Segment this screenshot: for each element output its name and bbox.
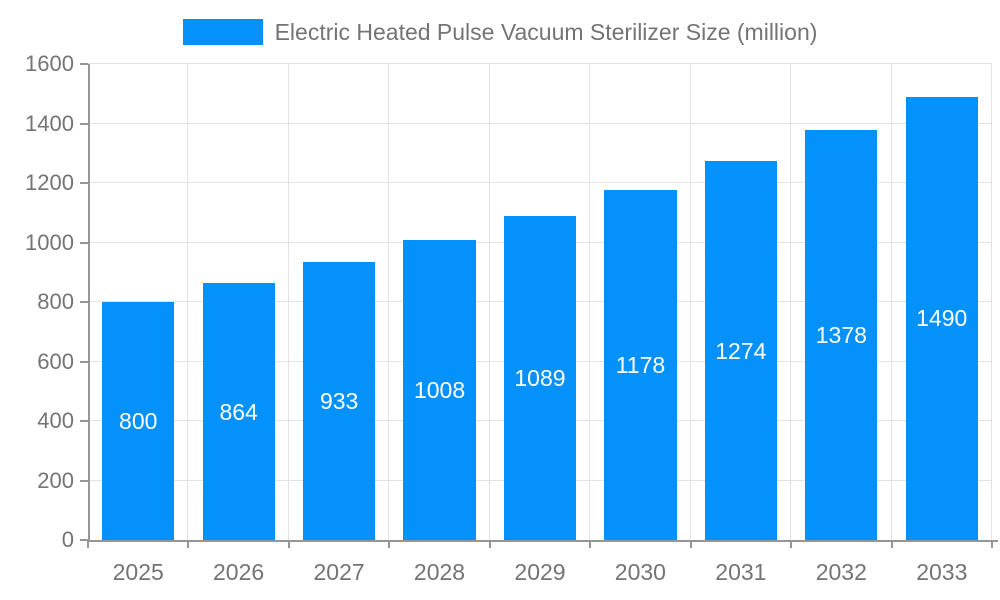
- bar: 800: [102, 302, 175, 540]
- y-tick-label: 1000: [25, 229, 74, 255]
- legend-label: Electric Heated Pulse Vacuum Sterilizer …: [274, 19, 818, 45]
- x-gridline: [790, 64, 791, 540]
- x-gridline: [991, 64, 992, 540]
- x-tick-mark: [690, 540, 692, 548]
- x-tick-label: 2026: [213, 559, 265, 585]
- y-axis-line: [88, 64, 90, 540]
- x-gridline: [288, 64, 289, 540]
- legend[interactable]: Electric Heated Pulse Vacuum Sterilizer …: [0, 17, 1000, 47]
- x-tick-label: 2032: [815, 559, 867, 585]
- x-gridline: [187, 64, 188, 540]
- y-tick-mark: [80, 182, 88, 184]
- y-gridline: [88, 63, 992, 64]
- y-tick-label: 1400: [25, 110, 74, 136]
- y-tick-mark: [80, 301, 88, 303]
- x-tick-mark: [589, 540, 591, 548]
- plot-area: 800 864 933 1008 1089 1178 1274 1378 1490: [88, 63, 998, 542]
- bar-value-label: 1490: [916, 305, 968, 332]
- y-tick-mark: [80, 241, 88, 244]
- y-tick-mark: [80, 539, 88, 541]
- y-gridline: [88, 182, 992, 183]
- y-tick-mark: [80, 122, 88, 125]
- x-gridline: [891, 64, 892, 540]
- bar: 1490: [905, 96, 978, 540]
- bar-value-label: 1178: [615, 351, 666, 378]
- x-tick-mark: [489, 540, 491, 548]
- x-tick-mark: [187, 540, 189, 548]
- y-tick-label: 0: [61, 527, 74, 552]
- bar-value-label: 933: [319, 388, 359, 415]
- y-tick-mark: [80, 63, 88, 65]
- bar-value-label: 800: [119, 408, 158, 434]
- bar: 1089: [503, 216, 577, 540]
- x-gridline: [589, 64, 590, 540]
- y-tick-label: 400: [37, 408, 74, 433]
- y-tick-label: 1600: [25, 51, 74, 76]
- bar: 1178: [604, 189, 677, 540]
- x-tick-label: 2031: [715, 559, 767, 585]
- y-gridline: [88, 122, 992, 124]
- y-tick-mark: [80, 479, 88, 482]
- x-tick-mark: [891, 540, 893, 548]
- x-gridline: [388, 64, 389, 540]
- x-tick-label: 2027: [313, 559, 365, 585]
- y-tick-label: 1200: [25, 170, 74, 195]
- legend-swatch-icon: [182, 19, 263, 45]
- bar-value-label: 1274: [715, 337, 767, 364]
- y-tick-mark: [80, 420, 88, 422]
- x-tick-label: 2033: [916, 559, 968, 585]
- x-tick-label: 2030: [614, 559, 666, 585]
- y-tick-mark: [80, 360, 88, 363]
- y-tick-label: 200: [37, 467, 74, 493]
- x-tick-mark: [87, 540, 89, 548]
- x-gridline: [690, 64, 691, 540]
- x-gridline: [489, 64, 490, 540]
- y-tick-label: 600: [37, 348, 74, 374]
- bar: 933: [303, 262, 376, 540]
- bar-value-label: 1008: [413, 376, 466, 403]
- x-tick-label: 2028: [413, 559, 466, 585]
- x-tick-mark: [388, 540, 390, 548]
- y-tick-label: 800: [37, 289, 74, 314]
- x-tick-mark: [991, 540, 993, 548]
- bar: 1378: [805, 130, 878, 540]
- x-tick-mark: [288, 540, 290, 548]
- x-tick-label: 2029: [514, 559, 566, 585]
- bar-value-label: 1089: [514, 365, 566, 391]
- bar: 1274: [704, 161, 777, 540]
- x-tick-label: 2025: [112, 559, 164, 585]
- x-tick-mark: [790, 540, 792, 548]
- x-axis-line: [88, 540, 998, 542]
- bar-value-label: 1378: [815, 322, 867, 348]
- bar: 1008: [403, 240, 476, 540]
- bar-value-label: 864: [219, 398, 258, 425]
- bar: 864: [202, 283, 275, 540]
